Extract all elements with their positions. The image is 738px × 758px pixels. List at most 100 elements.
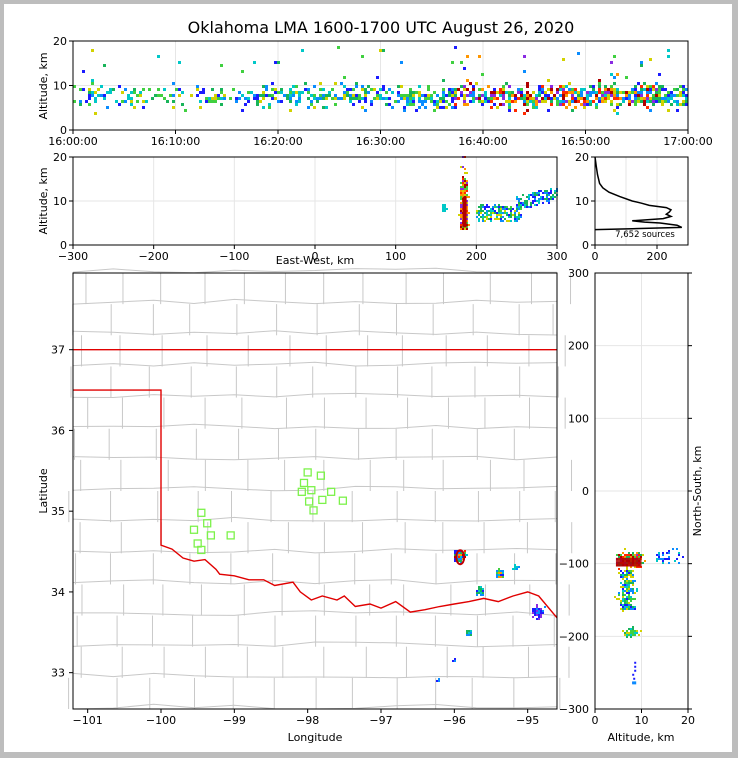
source-cell bbox=[622, 598, 624, 600]
source-cell bbox=[630, 608, 632, 610]
source-cell bbox=[462, 194, 464, 196]
source-cell bbox=[668, 556, 670, 558]
source-cell bbox=[508, 208, 510, 210]
source-cell bbox=[547, 109, 550, 112]
source-cell bbox=[454, 106, 457, 109]
source-cell bbox=[352, 97, 355, 100]
source-cell bbox=[630, 570, 632, 572]
ns-altitude-sources bbox=[614, 548, 684, 685]
source-cell bbox=[484, 97, 487, 100]
source-cell bbox=[418, 97, 421, 100]
plan-view-frame bbox=[72, 272, 558, 710]
source-cell bbox=[550, 190, 552, 192]
source-cell bbox=[502, 103, 505, 106]
source-cell bbox=[619, 97, 622, 100]
source-cell bbox=[496, 214, 498, 216]
source-cell bbox=[478, 586, 480, 588]
source-cell bbox=[464, 168, 466, 170]
source-cell bbox=[568, 100, 571, 103]
source-cell bbox=[565, 100, 568, 103]
source-cell bbox=[540, 198, 542, 200]
source-cell bbox=[632, 626, 634, 628]
source-cell bbox=[462, 186, 464, 188]
source-cell bbox=[498, 570, 500, 572]
source-cell bbox=[142, 100, 145, 103]
source-cell bbox=[214, 100, 217, 103]
source-cell bbox=[540, 616, 542, 618]
altitude-time-ylabel: Altitude, km bbox=[37, 52, 50, 119]
source-cell bbox=[460, 554, 462, 556]
source-cell bbox=[661, 88, 664, 91]
source-cell bbox=[556, 91, 559, 94]
source-cell bbox=[322, 94, 325, 97]
source-cell bbox=[628, 580, 630, 582]
source-cell bbox=[634, 91, 637, 94]
source-cell bbox=[632, 632, 634, 634]
source-cell bbox=[523, 55, 526, 58]
source-cell bbox=[640, 566, 642, 568]
source-cell bbox=[196, 85, 199, 88]
source-cell bbox=[488, 210, 490, 212]
source-cell bbox=[490, 216, 492, 218]
source-cell bbox=[460, 214, 462, 216]
source-cell bbox=[562, 88, 565, 91]
source-cell bbox=[94, 91, 97, 94]
source-cell bbox=[454, 560, 456, 562]
source-cell bbox=[529, 97, 532, 100]
source-cell bbox=[673, 88, 676, 91]
source-cell bbox=[632, 556, 634, 558]
source-cell bbox=[628, 628, 630, 630]
source-cell bbox=[211, 97, 214, 100]
source-cell bbox=[130, 100, 133, 103]
source-cell bbox=[482, 590, 484, 592]
source-cell bbox=[247, 91, 250, 94]
ns-altitude-ytick-label: −100 bbox=[559, 558, 589, 571]
source-cell bbox=[487, 85, 490, 88]
source-cell bbox=[444, 204, 446, 206]
source-cell bbox=[433, 109, 436, 112]
source-cell bbox=[486, 218, 488, 220]
source-cell bbox=[504, 206, 506, 208]
plan-view-xtick-label: −98 bbox=[296, 714, 319, 727]
source-cell bbox=[310, 94, 313, 97]
source-cell bbox=[510, 220, 512, 222]
source-cell bbox=[523, 94, 526, 97]
station-marker bbox=[299, 478, 309, 488]
source-cell bbox=[532, 100, 535, 103]
source-cell bbox=[628, 97, 631, 100]
source-cell bbox=[118, 103, 121, 106]
source-cell bbox=[466, 194, 468, 196]
source-cell bbox=[538, 85, 541, 88]
source-cell bbox=[642, 554, 644, 556]
source-cell bbox=[475, 97, 478, 100]
source-cell bbox=[316, 97, 319, 100]
source-cell bbox=[490, 94, 493, 97]
source-cell bbox=[628, 94, 631, 97]
station-marker bbox=[326, 487, 336, 496]
source-cell bbox=[496, 574, 498, 576]
altitude-ew-ytick-label: 20 bbox=[53, 151, 67, 164]
source-cell bbox=[542, 192, 544, 194]
altitude-time-panel: 0 10 20 16:00:00 16:10:00 16:20:00 16:30:00 16:… bbox=[37, 35, 713, 148]
source-cell bbox=[649, 85, 652, 88]
source-cell bbox=[178, 88, 181, 91]
source-cell bbox=[364, 97, 367, 100]
source-cell bbox=[427, 85, 430, 88]
source-cell bbox=[620, 556, 622, 558]
source-cell bbox=[464, 180, 466, 182]
county-line bbox=[72, 547, 558, 554]
source-cell bbox=[444, 210, 446, 212]
source-cell bbox=[481, 103, 484, 106]
source-cell bbox=[229, 97, 232, 100]
source-cell bbox=[607, 94, 610, 97]
source-cell bbox=[217, 94, 220, 97]
source-cell bbox=[518, 200, 520, 202]
source-cell bbox=[454, 97, 457, 100]
source-cell bbox=[488, 206, 490, 208]
source-cell bbox=[638, 634, 640, 636]
source-cell bbox=[534, 204, 536, 206]
source-cell bbox=[310, 103, 313, 106]
source-cell bbox=[620, 608, 622, 610]
source-cell bbox=[313, 94, 316, 97]
source-cell bbox=[214, 97, 217, 100]
